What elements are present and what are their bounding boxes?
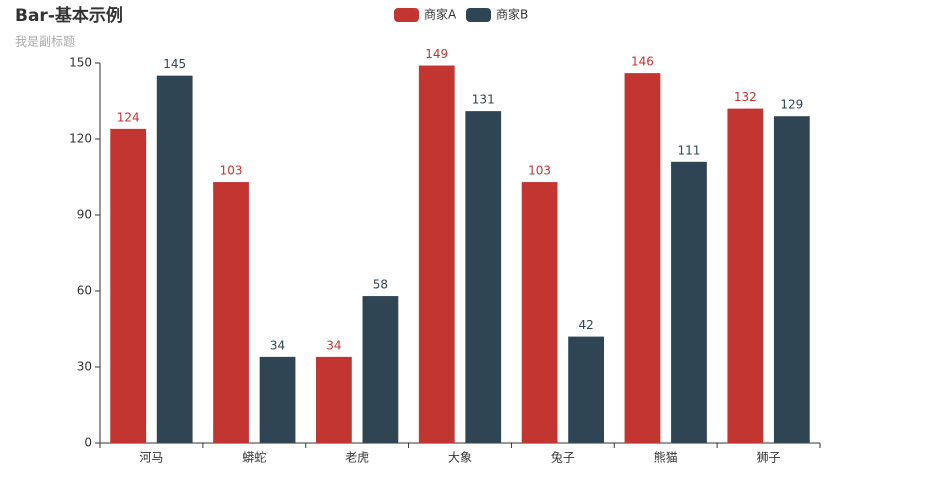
bar bbox=[316, 356, 352, 443]
y-tick-label: 150 bbox=[69, 56, 92, 70]
bar bbox=[568, 336, 604, 443]
data-label: 149 bbox=[425, 47, 448, 61]
bar bbox=[213, 182, 249, 444]
bar bbox=[110, 128, 147, 443]
chart-subtitle: 我是副标题 bbox=[15, 35, 75, 49]
data-label: 124 bbox=[117, 110, 140, 124]
data-label: 132 bbox=[734, 90, 757, 104]
data-label: 103 bbox=[528, 164, 551, 178]
bar bbox=[624, 73, 661, 443]
data-label: 58 bbox=[373, 278, 388, 292]
x-tick-label: 狮子 bbox=[757, 451, 781, 465]
y-tick-label: 60 bbox=[77, 284, 92, 298]
y-tick-label: 120 bbox=[69, 132, 92, 146]
bar bbox=[773, 116, 810, 443]
data-label: 42 bbox=[578, 318, 593, 332]
data-label: 111 bbox=[678, 143, 701, 157]
bar bbox=[362, 296, 399, 443]
bar bbox=[259, 356, 296, 443]
bar bbox=[418, 65, 455, 444]
y-tick-label: 30 bbox=[77, 360, 92, 374]
legend-label: 商家A bbox=[424, 7, 457, 22]
x-tick-label: 老虎 bbox=[345, 451, 369, 465]
data-label: 34 bbox=[326, 338, 341, 352]
bar bbox=[727, 108, 764, 443]
bar bbox=[156, 75, 193, 444]
data-label: 131 bbox=[472, 93, 495, 107]
x-tick-label: 熊猫 bbox=[654, 450, 678, 465]
x-tick-label: 河马 bbox=[139, 451, 163, 465]
bar bbox=[465, 111, 502, 443]
data-label: 146 bbox=[631, 55, 654, 69]
legend-swatch bbox=[466, 8, 491, 22]
x-tick-label: 大象 bbox=[448, 451, 472, 465]
data-label: 34 bbox=[270, 338, 285, 352]
y-tick-label: 0 bbox=[84, 436, 92, 450]
legend-swatch bbox=[394, 8, 419, 22]
bar bbox=[521, 182, 558, 444]
data-label: 145 bbox=[163, 57, 186, 71]
bar bbox=[671, 161, 707, 444]
chart-title: Bar-基本示例 bbox=[15, 5, 123, 26]
x-tick-label: 蟒蛇 bbox=[242, 450, 266, 465]
legend-label: 商家B bbox=[496, 7, 528, 22]
x-tick-label: 兔子 bbox=[551, 450, 575, 465]
data-label: 103 bbox=[220, 164, 243, 178]
data-label: 129 bbox=[780, 98, 803, 112]
y-tick-label: 90 bbox=[77, 208, 92, 222]
